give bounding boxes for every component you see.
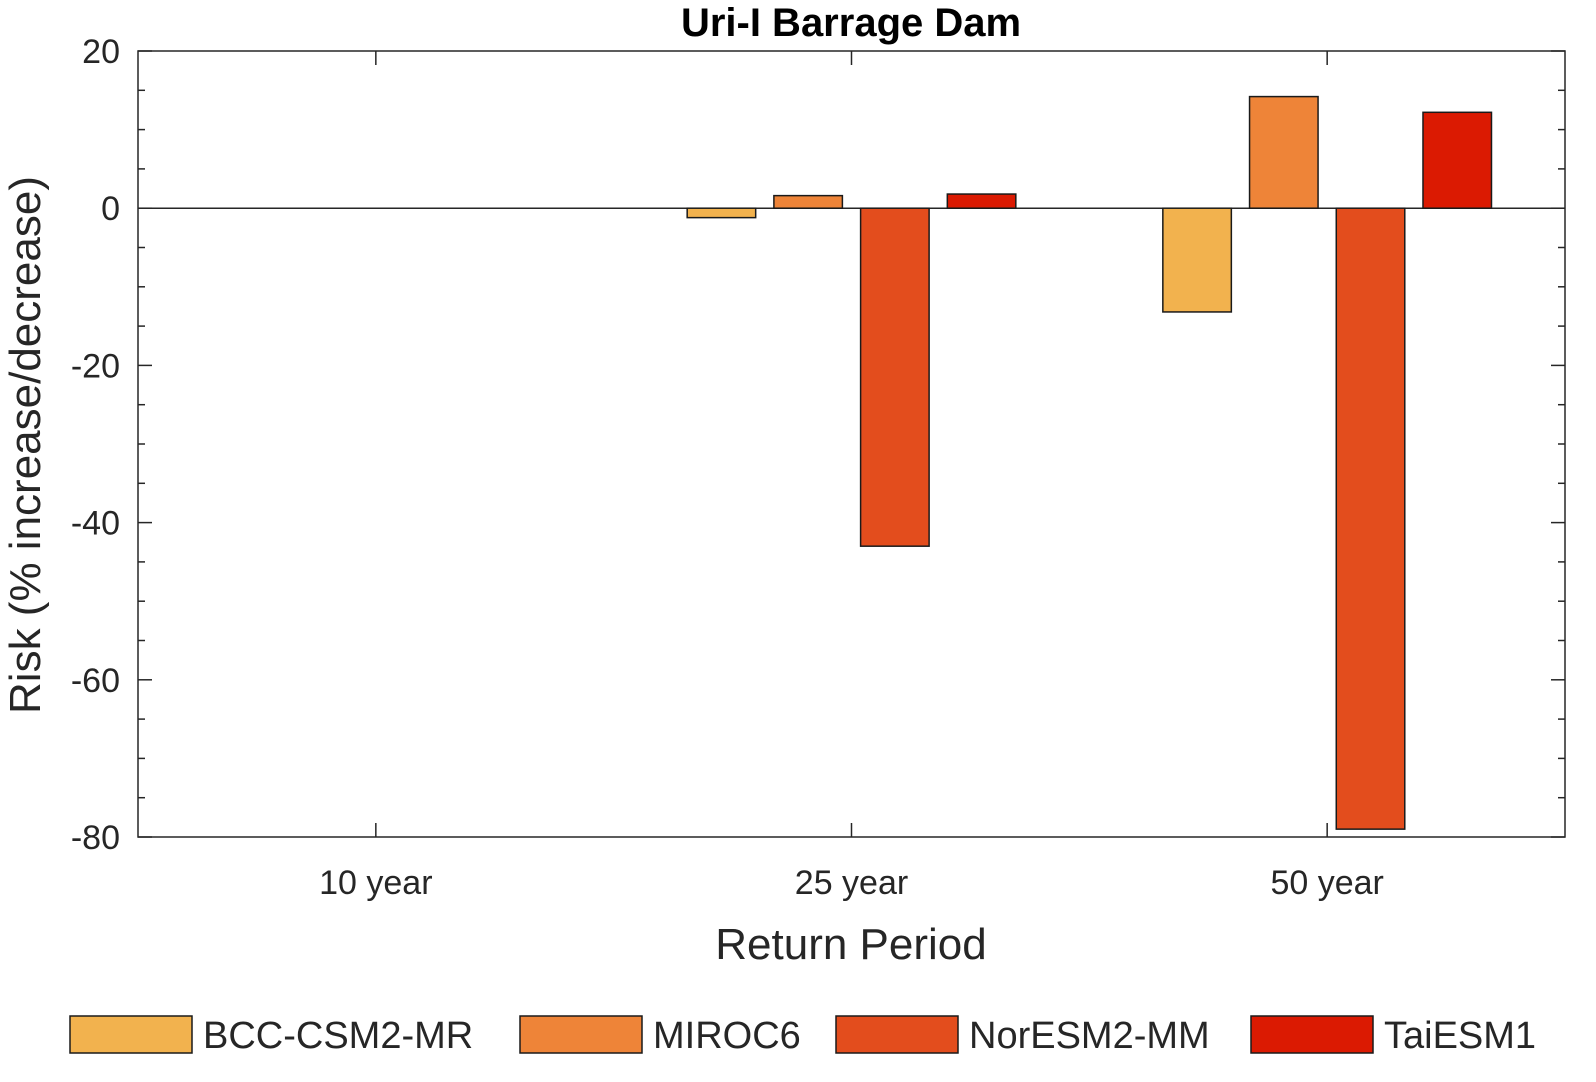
bar — [1162, 207, 1233, 313]
y-axis-title: Risk (% increase/decrease) — [1, 176, 50, 714]
legend-label: MIROC6 — [653, 1015, 801, 1057]
x-tick-label: 25 year — [795, 864, 908, 902]
legend-label: NorESM2-MM — [969, 1015, 1210, 1057]
bar — [686, 207, 757, 219]
bar — [1248, 95, 1319, 209]
y-tick-label: 0 — [101, 190, 120, 228]
bar — [859, 207, 930, 547]
legend: BCC-CSM2-MR MIROC6 NorESM2-MM TaiESM1 — [69, 1015, 1536, 1057]
legend-swatch — [69, 1015, 193, 1054]
legend-swatch — [519, 1015, 643, 1054]
y-tick-label: -20 — [71, 347, 120, 385]
chart-title: Uri-I Barrage Dam — [681, 1, 1021, 45]
y-tick-label: 20 — [82, 33, 120, 71]
x-axis-title: Return Period — [715, 920, 986, 969]
legend-swatch — [1250, 1015, 1374, 1054]
bar — [946, 193, 1017, 209]
bar — [1335, 207, 1406, 830]
x-tick-label: 10 year — [319, 864, 432, 902]
x-tick-label: 50 year — [1270, 864, 1383, 902]
bar — [1422, 111, 1493, 209]
y-tick-label: -60 — [71, 662, 120, 700]
legend-swatch — [835, 1015, 959, 1054]
plot-area: 20 0 -20 -40 -60 -80 10 year 25 year 50 year — [71, 33, 1566, 902]
y-tick-label: -40 — [71, 505, 120, 543]
bar — [773, 194, 844, 209]
legend-label: TaiESM1 — [1384, 1015, 1536, 1057]
legend-label: BCC-CSM2-MR — [203, 1015, 473, 1057]
y-tick-label: -80 — [71, 819, 120, 857]
